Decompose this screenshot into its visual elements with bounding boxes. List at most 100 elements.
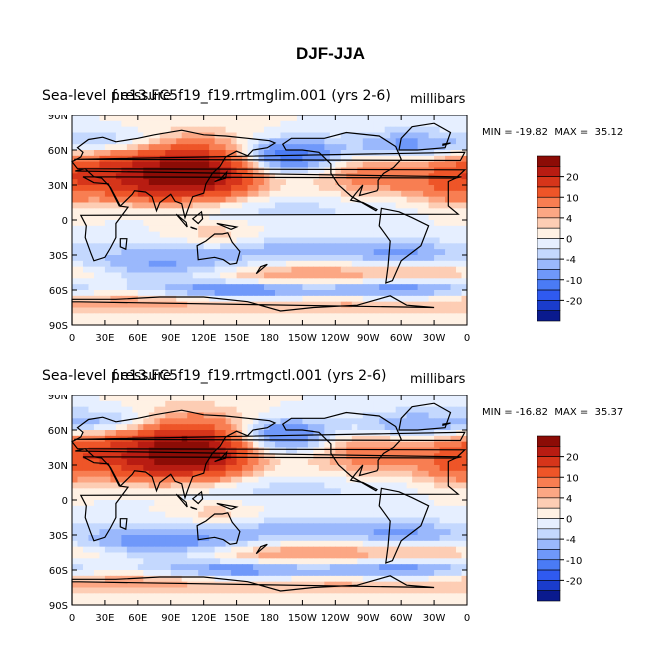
field-cell [461,523,468,530]
field-cell [231,173,238,180]
field-cell [181,488,188,495]
field-cell [77,220,84,227]
field-cell [417,395,424,402]
field-cell [165,511,172,519]
field-cell [313,290,320,297]
field-cell [461,570,468,577]
field-cell [170,558,177,565]
field-cell [132,190,139,198]
y-tick-label: 60N [48,146,68,157]
field-cell [324,260,331,268]
field-cell [247,523,254,530]
field-cell [461,517,468,524]
field-cell [269,295,276,303]
field-cell [264,231,271,239]
field-cell [99,511,106,519]
field-cell [187,196,194,204]
field-cell [439,412,446,419]
field-cell [104,511,112,519]
field-cell [132,406,139,414]
field-cell [406,167,413,174]
field-cell [176,575,183,583]
field-cell [181,482,188,489]
field-cell [192,214,199,221]
field-cell [269,272,276,279]
field-cell [253,255,260,262]
field-cell [401,138,408,145]
field-cell [115,529,122,536]
field-cell [324,185,331,192]
field-cell [99,570,106,577]
field-cell [93,313,101,320]
field-cell [137,552,144,559]
field-cell [209,284,216,291]
field-cell [390,225,397,233]
field-cell [88,301,95,309]
field-cell [110,319,117,326]
coastline [442,142,451,147]
field-cell [99,243,106,250]
field-cell [384,558,391,565]
field-cell [373,150,380,157]
field-cell [357,295,364,303]
field-cell [340,529,347,536]
field-cell [373,500,380,507]
field-cell [198,272,205,279]
field-cell [379,529,386,536]
field-cell [82,115,90,122]
field-cell [143,500,150,507]
field-cell [324,290,331,297]
field-cell [82,400,90,408]
field-cell [203,284,210,291]
field-cell [417,295,424,303]
field-cell [318,418,325,425]
field-cell [236,412,243,419]
field-cell [445,400,452,408]
field-cell [264,511,271,519]
field-cell [379,418,386,425]
field-cell [434,120,441,128]
field-cell [115,231,122,239]
field-cell [104,132,112,139]
field-cell [346,494,353,501]
field-cell [264,313,271,320]
field-cell [99,540,106,548]
field-cell [357,540,364,548]
field-cell [428,313,435,320]
field-cell [417,126,424,134]
field-cell [121,517,128,524]
field-cell [159,447,166,454]
field-cell [126,319,133,326]
field-cell [242,558,249,565]
field-cell [384,295,391,303]
field-cell [401,225,408,233]
field-cell [318,161,325,169]
field-cell [121,278,128,285]
field-cell [236,424,243,431]
field-cell [318,400,325,408]
field-cell [318,295,325,303]
field-cell [126,185,133,192]
field-cell [148,295,155,303]
field-cell [143,167,150,174]
field-cell [428,220,435,227]
field-cell [258,307,265,314]
field-cell [115,564,122,571]
field-cell [258,482,265,489]
field-cell [439,161,446,169]
field-cell [368,430,375,437]
field-cell [72,260,79,268]
field-cell [351,231,358,239]
field-cell [401,459,408,466]
field-cell [242,418,249,425]
field-cell [192,447,199,454]
field-cell [285,214,293,221]
field-cell [126,167,133,174]
field-cell [72,412,79,419]
field-cell [225,167,232,174]
field-cell [450,511,457,519]
field-cell [373,418,380,425]
field-cell [335,459,342,466]
field-cell [302,220,309,227]
field-cell [401,418,408,425]
